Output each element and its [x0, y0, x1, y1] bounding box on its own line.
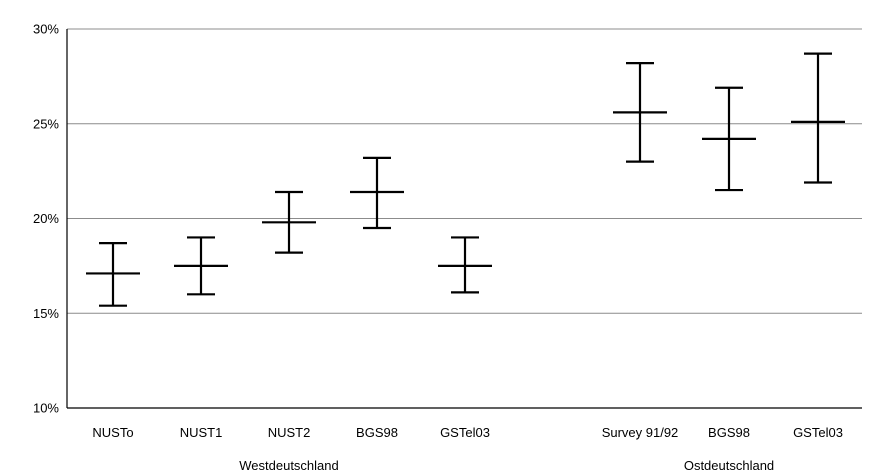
error-bar: [350, 156, 404, 230]
group-label: Ostdeutschland: [684, 458, 774, 473]
group-labels: Westdeutschland Ostdeutschland: [239, 458, 774, 473]
y-tick-label: 20%: [33, 211, 59, 226]
category-labels: NUSTo NUST1 NUST2 BGS98 GSTel03 Survey 91/92 B…: [92, 425, 843, 440]
error-bar: [438, 236, 492, 294]
y-tick-label: 25%: [33, 116, 59, 131]
x-category-label: NUST2: [268, 425, 311, 440]
error-bar: [86, 242, 140, 307]
x-category-label: NUSTo: [92, 425, 133, 440]
error-bar: [262, 190, 316, 254]
y-tick-labels: 10% 15% 20% 25% 30%: [33, 22, 59, 416]
y-tick-label: 30%: [33, 22, 59, 37]
error-bar: [702, 86, 756, 192]
x-category-label: GSTel03: [793, 425, 843, 440]
y-tick-label: 10%: [33, 401, 59, 416]
x-category-label: GSTel03: [440, 425, 490, 440]
error-bars: [86, 52, 845, 307]
error-bar: [613, 62, 667, 163]
error-bar: [791, 52, 845, 184]
error-bar: [174, 236, 228, 296]
group-label: Westdeutschland: [239, 458, 339, 473]
x-category-label: Survey 91/92: [602, 425, 679, 440]
x-category-label: BGS98: [356, 425, 398, 440]
x-category-label: BGS98: [708, 425, 750, 440]
axes: [66, 29, 862, 409]
gridlines: [67, 28, 862, 314]
x-category-label: NUST1: [180, 425, 223, 440]
y-tick-label: 15%: [33, 306, 59, 321]
